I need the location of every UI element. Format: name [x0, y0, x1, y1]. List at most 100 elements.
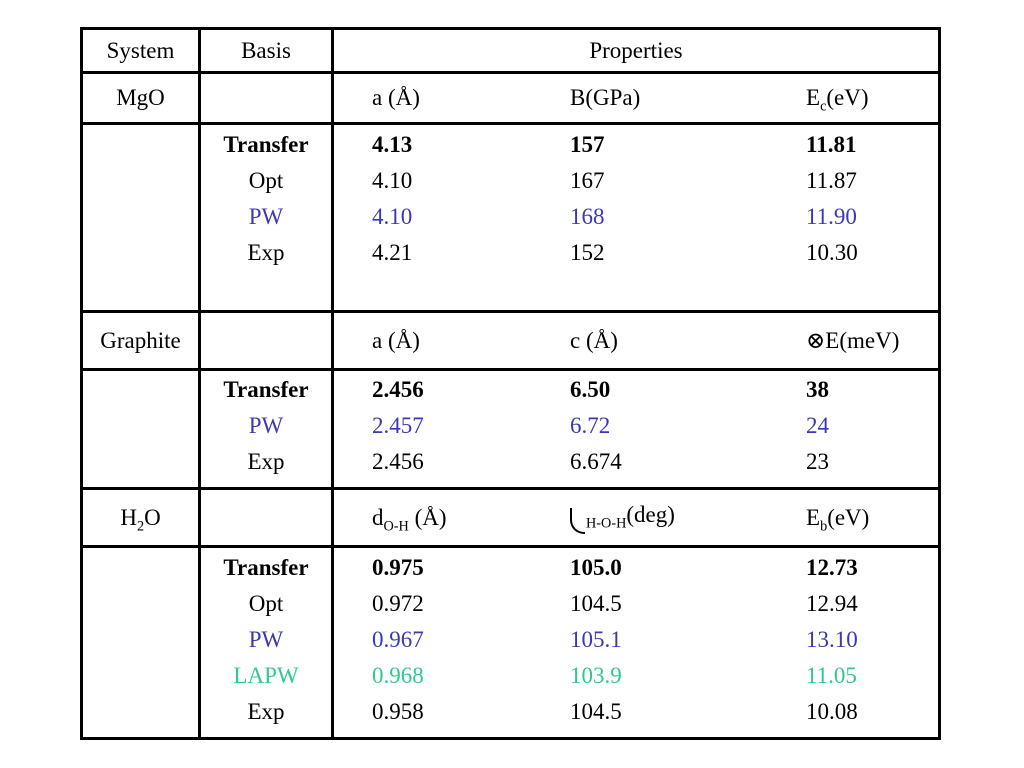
system-cell-h2o: H2O: [83, 490, 201, 545]
value: 13.10: [806, 627, 858, 652]
value-row: 2.457 6.72 24: [334, 408, 938, 444]
section-graphite-label-row: Graphite a (Å) c (Å) ⊗E(meV): [83, 313, 938, 371]
value: 152: [570, 240, 605, 265]
basis-label: Exp: [247, 699, 285, 724]
system-name-graphite: Graphite: [100, 327, 181, 353]
header-system-cell: System: [83, 30, 201, 71]
value: 23: [806, 449, 829, 474]
empty-system-cell: [83, 371, 201, 487]
value: 2.456: [372, 449, 424, 474]
value: 12.73: [806, 555, 858, 580]
graphite-basis-stack: Transfer PW Exp: [201, 371, 334, 487]
property-label-a: a (Å): [372, 85, 420, 110]
value: 10.30: [806, 240, 858, 265]
mgo-basis-stack: Transfer Opt PW Exp: [201, 125, 334, 310]
property-label-b: B(GPa): [570, 85, 641, 110]
empty-system-cell: [83, 548, 201, 737]
value: 4.13: [372, 132, 413, 157]
basis-label: PW: [248, 413, 284, 438]
basis-label: PW: [248, 627, 284, 652]
empty-system-cell: [83, 125, 201, 310]
value: 105.0: [570, 555, 622, 580]
value: 0.968: [372, 663, 424, 688]
value-row: 0.958 104.5 10.08: [334, 694, 938, 730]
value: 0.975: [372, 555, 424, 580]
basis-label: Opt: [248, 591, 284, 616]
section-graphite-data-row: Transfer PW Exp 2.456 6.50 38 2.457 6.72…: [83, 371, 938, 490]
mgo-property-labels: a (Å) B(GPa) Ec(eV): [334, 74, 938, 122]
value: 6.72: [570, 413, 611, 438]
value: 0.967: [372, 627, 424, 652]
value-row: 0.968 103.9 11.05: [334, 658, 938, 694]
basis-label: Exp: [247, 240, 285, 265]
basis-label: Transfer: [223, 555, 309, 580]
value: 6.50: [570, 377, 611, 402]
basis-label: Opt: [248, 168, 284, 193]
basis-label: LAPW: [233, 663, 299, 688]
section-h2o-label-row: H2O dO-H (Å) H-O-H(deg) Eb(eV): [83, 490, 938, 548]
value: 4.10: [372, 168, 413, 193]
header-properties-label: Properties: [589, 37, 683, 63]
property-label-c: c (Å): [570, 327, 618, 353]
mgo-values: 4.13 157 11.81 4.10 167 11.87 4.10 168 1…: [334, 125, 938, 310]
property-label-ec: Ec(eV): [806, 85, 869, 115]
header-basis-label: Basis: [241, 37, 291, 63]
section-mgo-label-row: MgO a (Å) B(GPa) Ec(eV): [83, 74, 938, 125]
value: 0.972: [372, 591, 424, 616]
section-mgo-data-row: Transfer Opt PW Exp 4.13 157 11.81 4.10 …: [83, 125, 938, 313]
value: 10.08: [806, 699, 858, 724]
value: 168: [570, 204, 605, 229]
value: 4.10: [372, 204, 413, 229]
system-cell-mgo: MgO: [83, 74, 201, 122]
value-row: 2.456 6.50 38: [334, 372, 938, 408]
value: 11.05: [806, 663, 857, 688]
header-properties-cell: Properties: [334, 30, 938, 71]
empty-basis-cell: [201, 313, 334, 368]
value: 12.94: [806, 591, 858, 616]
header-system-label: System: [106, 37, 175, 63]
empty-basis-cell: [201, 490, 334, 545]
section-h2o-data-row: Transfer Opt PW LAPW Exp 0.975 105.0 12.…: [83, 548, 938, 737]
value-row: 2.456 6.674 23: [334, 444, 938, 480]
system-cell-graphite: Graphite: [83, 313, 201, 368]
basis-label: PW: [248, 204, 284, 229]
value: 11.81: [806, 132, 857, 157]
basis-label: Exp: [247, 449, 285, 474]
table-header-row: System Basis Properties: [83, 30, 938, 74]
value: 157: [570, 132, 605, 157]
properties-table: System Basis Properties MgO a (Å) B(GPa)…: [80, 27, 941, 740]
value: 0.958: [372, 699, 424, 724]
h2o-basis-stack: Transfer Opt PW LAPW Exp: [201, 548, 334, 737]
value-row: 4.10 168 11.90: [334, 199, 938, 235]
basis-label: Transfer: [223, 377, 309, 402]
h2o-values: 0.975 105.0 12.73 0.972 104.5 12.94 0.96…: [334, 548, 938, 737]
value: 38: [806, 377, 829, 402]
value-row: 0.972 104.5 12.94: [334, 586, 938, 622]
value: 167: [570, 168, 605, 193]
value: 105.1: [570, 627, 622, 652]
property-label-eb: Eb(eV): [806, 504, 870, 535]
value-row: 4.10 167 11.87: [334, 163, 938, 199]
value-row: 4.13 157 11.81: [334, 127, 938, 163]
basis-label: Transfer: [223, 132, 309, 157]
property-label-angle: H-O-H(deg): [570, 502, 675, 534]
system-name-h2o: H2O: [120, 504, 161, 535]
h2o-property-labels: dO-H (Å) H-O-H(deg) Eb(eV): [334, 490, 938, 545]
value: 2.456: [372, 377, 424, 402]
property-label-a: a (Å): [372, 327, 420, 353]
angle-hook-icon: [570, 507, 585, 534]
graphite-values: 2.456 6.50 38 2.457 6.72 24 2.456 6.674 …: [334, 371, 938, 487]
value: 104.5: [570, 699, 622, 724]
value: 11.90: [806, 204, 857, 229]
graphite-property-labels: a (Å) c (Å) ⊗E(meV): [334, 313, 938, 368]
header-basis-cell: Basis: [201, 30, 334, 71]
value: 24: [806, 413, 829, 438]
value: 103.9: [570, 663, 622, 688]
value-row: 4.21 152 10.30: [334, 235, 938, 271]
property-label-doh: dO-H (Å): [372, 504, 447, 535]
value-row: 0.967 105.1 13.10: [334, 622, 938, 658]
value: 104.5: [570, 591, 622, 616]
value: 6.674: [570, 449, 622, 474]
value: 11.87: [806, 168, 857, 193]
